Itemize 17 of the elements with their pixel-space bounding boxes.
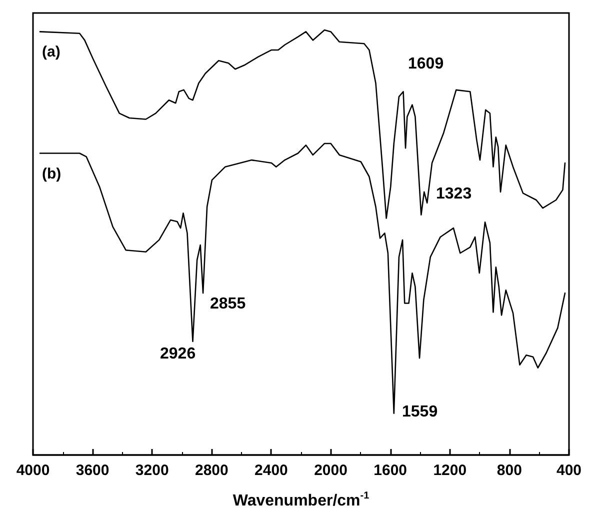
series-label: (b) <box>42 165 62 182</box>
x-tick-label: 2800 <box>194 462 228 479</box>
x-tick-label: 1200 <box>433 462 467 479</box>
series-label: (a) <box>42 44 60 61</box>
x-tick-label: 2000 <box>314 462 348 479</box>
x-tick-label: 4000 <box>16 462 50 479</box>
x-tick-label: 3200 <box>135 462 169 479</box>
annotation: 2855 <box>210 296 246 312</box>
annotation: 1609 <box>408 56 444 72</box>
x-tick-label: 3600 <box>76 462 110 479</box>
annotation: 2926 <box>160 346 196 362</box>
x-tick-label: 1600 <box>374 462 408 479</box>
annotation: 1559 <box>402 404 438 420</box>
x-tick-label: 400 <box>556 462 582 479</box>
annotation: 1323 <box>436 186 472 202</box>
x-tick-label: 2400 <box>254 462 288 479</box>
x-tick-label: 800 <box>496 462 522 479</box>
